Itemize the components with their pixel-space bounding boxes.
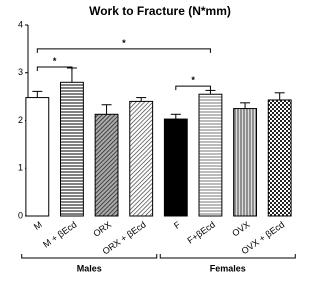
- group-bracket: [21, 254, 158, 259]
- significance-label: *: [53, 56, 57, 66]
- bar: [60, 81, 84, 217]
- significance-bracket: [36, 66, 73, 72]
- x-tick-label: F+βEcd: [185, 219, 217, 245]
- significance-label: *: [191, 75, 195, 85]
- y-tick-label: 2: [18, 115, 23, 125]
- bar: [94, 113, 119, 217]
- significance-bracket: [36, 48, 211, 53]
- y-tick-label: 4: [18, 19, 23, 29]
- significance-bracket: [175, 85, 211, 91]
- chart-title: Work to Fracture (N*mm): [89, 4, 231, 18]
- bar: [267, 99, 292, 217]
- x-tick-label: ORX: [91, 219, 113, 238]
- x-tick-label: M + βEcd: [41, 219, 78, 249]
- y-tick-label: 1: [18, 163, 23, 173]
- y-tick-label: 3: [18, 67, 23, 77]
- y-tick-label: 0: [18, 210, 23, 220]
- bar: [233, 108, 257, 217]
- x-tick-label: OVX: [230, 219, 251, 238]
- group-label: Males: [77, 263, 102, 273]
- bar: [163, 118, 188, 217]
- bar: [129, 100, 154, 217]
- group-bracket: [159, 254, 296, 259]
- x-tick-label: F: [172, 219, 183, 231]
- chart: Work to Fracture (N*mm) 0 1 2 3 4 MM + βEcd OR…: [18, 4, 296, 273]
- bar: [198, 93, 223, 217]
- group-label: Females: [210, 263, 246, 273]
- bar: [25, 97, 50, 217]
- significance-label: *: [122, 38, 126, 48]
- x-tick-label: M: [32, 219, 44, 231]
